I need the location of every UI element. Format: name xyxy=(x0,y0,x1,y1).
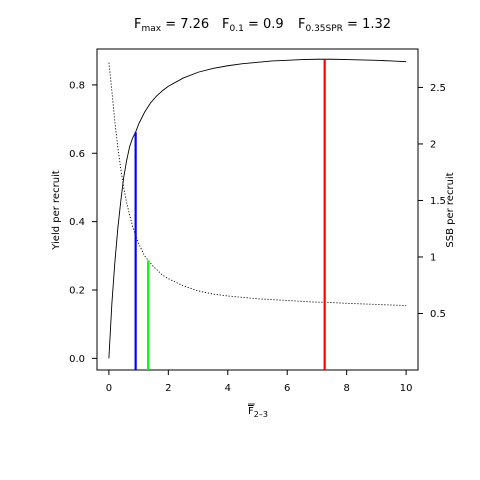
y-right-tick-label: 2.5 xyxy=(430,83,446,94)
title-fspr: F0.35SPR = 1.32 xyxy=(298,17,391,34)
y-left-tick-label: 0.2 xyxy=(69,286,85,297)
y-axis-right-label: SSB per recruit xyxy=(445,172,456,247)
series-layer xyxy=(108,58,407,359)
title-fmax-subscript: max xyxy=(141,24,161,34)
chart-title: Fmax = 7.26 F0.1 = 0.9 F0.35SPR = 1.32 xyxy=(134,17,391,34)
reference-lines xyxy=(134,59,326,370)
x-axis: 0 2 4 6 8 10 xyxy=(106,370,413,394)
y-right-tick-label: 0.5 xyxy=(430,309,446,320)
title-fmax: Fmax = 7.26 xyxy=(134,17,209,34)
y-axis-right: 0.5 1 1.5 2 2.5 xyxy=(418,83,446,320)
title-fspr-value: = 1.32 xyxy=(343,17,391,32)
title-f01-value: = 0.9 xyxy=(244,17,284,32)
x-tick-label: 2 xyxy=(165,383,171,394)
series-ypr xyxy=(108,58,407,359)
y-axis-left: 0.0 0.2 0.4 0.6 0.8 xyxy=(69,80,97,365)
y-axis-left-label: Yield per recruit xyxy=(51,170,62,251)
title-f01-symbol: F xyxy=(222,17,229,32)
x-tick-label: 8 xyxy=(343,383,349,394)
y-left-tick-label: 0.6 xyxy=(69,149,85,160)
title-fspr-subscript: 0.35SPR xyxy=(305,24,342,34)
y-left-tick-label: 0.0 xyxy=(69,354,85,365)
title-fmax-symbol: F xyxy=(134,17,141,32)
x-axis-label-subscript: 2–3 xyxy=(254,410,268,419)
x-tick-label: 10 xyxy=(400,383,413,394)
y-right-tick-label: 1 xyxy=(430,252,436,263)
x-axis-label-symbol: F xyxy=(248,406,254,417)
y-right-tick-label: 2 xyxy=(430,139,436,150)
title-f01: F0.1 = 0.9 xyxy=(222,17,284,34)
x-axis-label: F2–3 xyxy=(248,406,268,419)
title-fspr-symbol: F xyxy=(298,17,305,32)
x-tick-label: 6 xyxy=(284,383,290,394)
title-f01-subscript: 0.1 xyxy=(229,24,243,34)
x-tick-label: 4 xyxy=(225,383,231,394)
series-spr xyxy=(108,62,407,307)
plot-frame xyxy=(96,48,419,371)
title-fmax-value: = 7.26 xyxy=(161,17,209,32)
x-tick-label: 0 xyxy=(106,383,112,394)
y-left-tick-label: 0.4 xyxy=(69,217,85,228)
y-right-tick-label: 1.5 xyxy=(430,196,446,207)
y-left-tick-label: 0.8 xyxy=(69,80,85,91)
